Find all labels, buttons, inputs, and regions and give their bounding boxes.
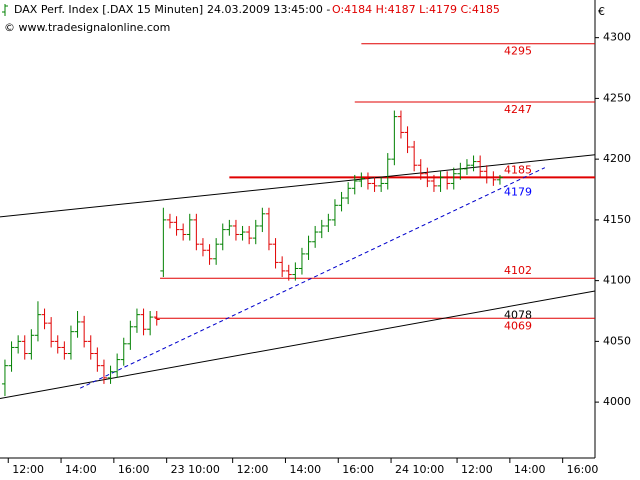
line-label: 4078 (504, 308, 532, 321)
level-label: 4295 (504, 45, 532, 58)
x-tick-label: 16:00 (342, 463, 374, 476)
x-tick-label: 12:00 (461, 463, 493, 476)
copyright: © www.tradesignalonline.com (4, 21, 170, 34)
trendline (0, 290, 596, 399)
timestamp: 24.03.2009 13:45:00 - (207, 3, 330, 16)
x-tick-label: 12:00 (237, 463, 269, 476)
x-tick-label: 23 10:00 (171, 463, 220, 476)
x-tick-label: 16:00 (118, 463, 150, 476)
quote: O:4184 H:4187 L:4179 C:4185 (332, 3, 500, 16)
x-tick-label: 14:00 (514, 463, 546, 476)
x-tick-label: 12:00 (12, 463, 44, 476)
y-tick-label: 4100 (603, 274, 631, 287)
chart-title: DAX Perf. Index [.DAX 15 Minuten] (14, 3, 203, 16)
x-tick-label: 24 10:00 (395, 463, 444, 476)
level-label: 4247 (504, 103, 532, 116)
line-label: 4179 (504, 186, 532, 199)
y-tick-label: 4000 (603, 395, 631, 408)
icon (2, 4, 8, 16)
y-tick-label: 4050 (603, 334, 631, 347)
x-tick-label: 14:00 (65, 463, 97, 476)
level-label: 4069 (504, 319, 532, 332)
y-tick-label: 4300 (603, 31, 631, 44)
x-tick-label: 14:00 (289, 463, 321, 476)
currency: € (598, 5, 605, 18)
trendline (79, 167, 546, 389)
y-tick-label: 4200 (603, 152, 631, 165)
x-tick-label: 16:00 (567, 463, 599, 476)
y-tick-label: 4250 (603, 91, 631, 104)
level-label: 4185 (504, 163, 532, 176)
trendline (0, 154, 596, 218)
y-tick-label: 4150 (603, 213, 631, 226)
level-label: 4102 (504, 264, 532, 277)
